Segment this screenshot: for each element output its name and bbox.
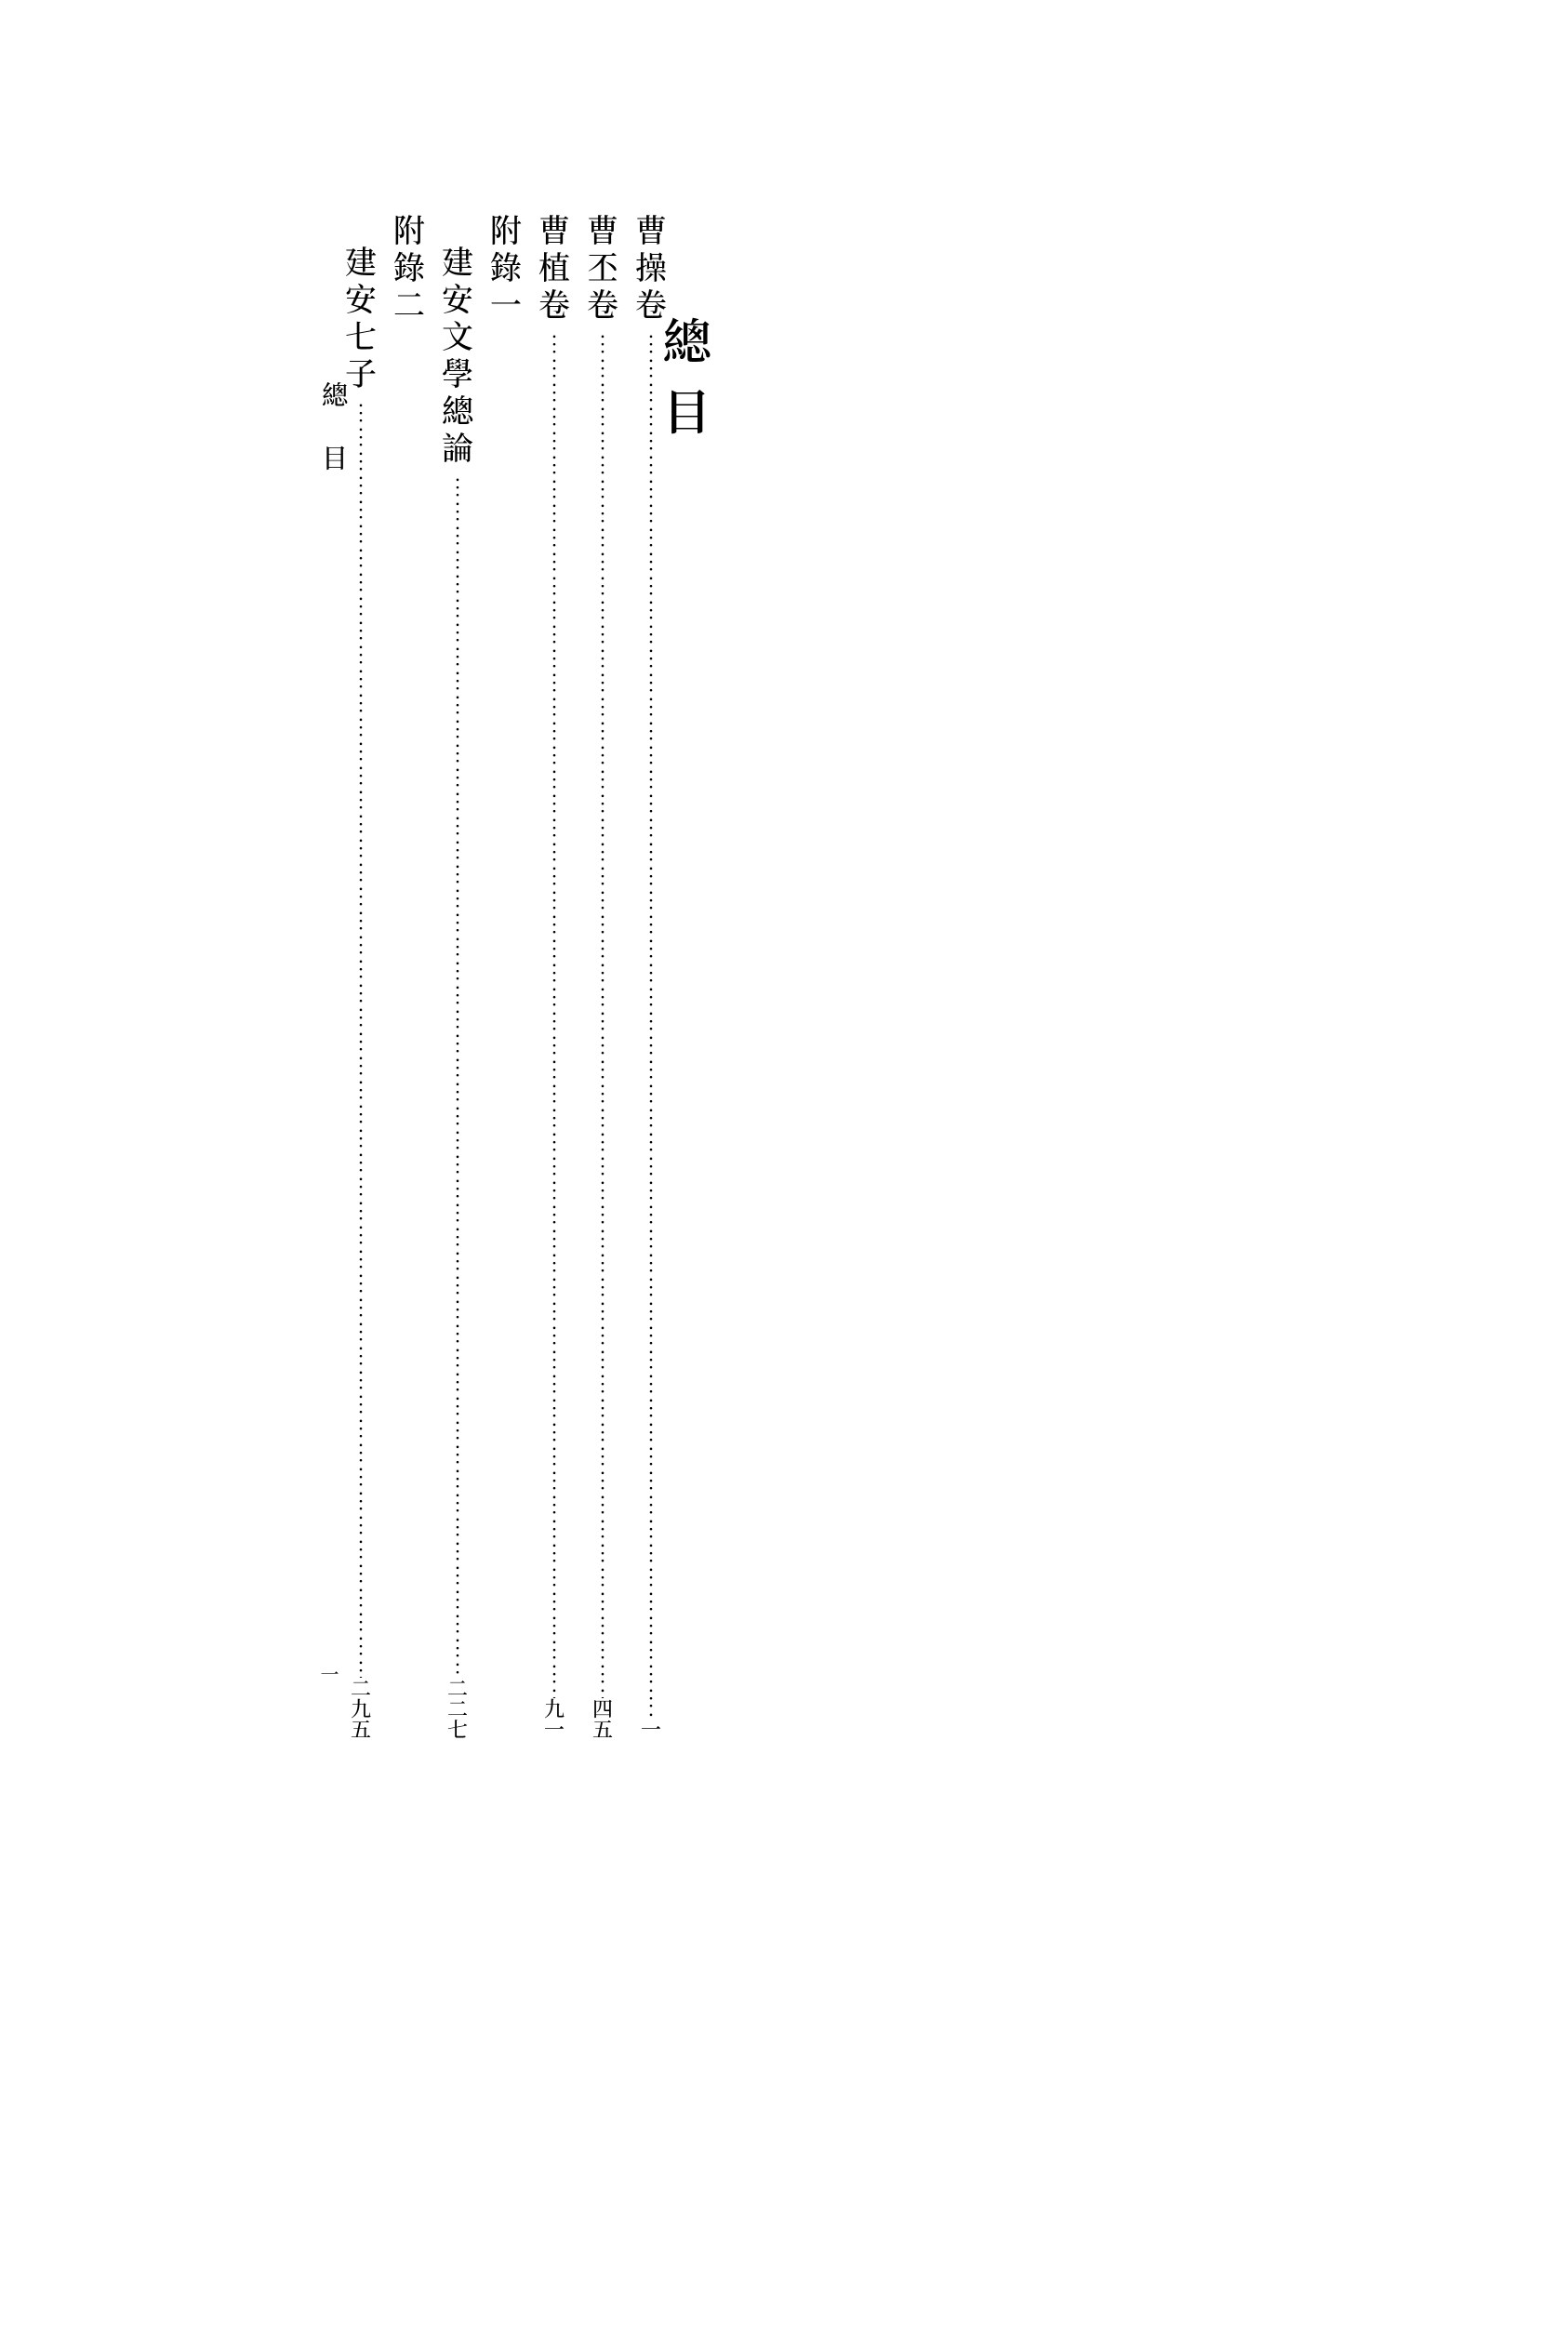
toc-entry-label: 曹植卷 <box>532 214 578 326</box>
toc-entry-page: 一 <box>637 1719 666 1739</box>
toc-section-header: 附錄一 <box>484 214 529 1739</box>
toc-leader: ︙︙︙︙︙︙︙︙︙︙︙︙︙︙︙︙︙︙︙︙︙︙︙︙︙︙︙︙︙︙︙︙︙︙︙︙︙︙︙︙… <box>442 469 474 1678</box>
toc-entry-page: 四五 <box>589 1698 618 1739</box>
toc-entry-page: 二九五 <box>347 1678 376 1739</box>
toc-leader: ︙︙︙︙︙︙︙︙︙︙︙︙︙︙︙︙︙︙︙︙︙︙︙︙︙︙︙︙︙︙︙︙︙︙︙︙︙︙︙︙… <box>345 394 378 1678</box>
toc-section-header: 附錄二 <box>387 214 432 1739</box>
toc-leader: ︙︙︙︙︙︙︙︙︙︙︙︙︙︙︙︙︙︙︙︙︙︙︙︙︙︙︙︙︙︙︙︙︙︙︙︙︙︙︙︙… <box>538 326 571 1698</box>
toc-entry: 曹操卷 ︙︙︙︙︙︙︙︙︙︙︙︙︙︙︙︙︙︙︙︙︙︙︙︙︙︙︙︙︙︙︙︙︙︙︙︙… <box>629 214 674 1739</box>
toc-entry-page: 九一 <box>540 1698 569 1739</box>
toc-section-label: 附錄二 <box>387 214 432 326</box>
toc-entry: 曹植卷 ︙︙︙︙︙︙︙︙︙︙︙︙︙︙︙︙︙︙︙︙︙︙︙︙︙︙︙︙︙︙︙︙︙︙︙︙… <box>532 214 578 1739</box>
toc-entry-label: 建安七子 <box>339 246 384 394</box>
toc-entry-label: 曹丕卷 <box>580 214 626 326</box>
toc-entry-label: 建安文學總論 <box>435 246 481 469</box>
toc-leader: ︙︙︙︙︙︙︙︙︙︙︙︙︙︙︙︙︙︙︙︙︙︙︙︙︙︙︙︙︙︙︙︙︙︙︙︙︙︙︙︙… <box>587 326 619 1698</box>
toc-entry: 曹丕卷 ︙︙︙︙︙︙︙︙︙︙︙︙︙︙︙︙︙︙︙︙︙︙︙︙︙︙︙︙︙︙︙︙︙︙︙︙… <box>580 214 626 1739</box>
page-number: 一 <box>316 1665 343 1683</box>
toc-container: 曹操卷 ︙︙︙︙︙︙︙︙︙︙︙︙︙︙︙︙︙︙︙︙︙︙︙︙︙︙︙︙︙︙︙︙︙︙︙︙… <box>337 214 675 1739</box>
toc-entry-page: 二二七 <box>444 1678 472 1739</box>
toc-entry: 建安文學總論 ︙︙︙︙︙︙︙︙︙︙︙︙︙︙︙︙︙︙︙︙︙︙︙︙︙︙︙︙︙︙︙︙︙… <box>435 214 481 1739</box>
toc-section-label: 附錄一 <box>484 214 529 326</box>
toc-leader: ︙︙︙︙︙︙︙︙︙︙︙︙︙︙︙︙︙︙︙︙︙︙︙︙︙︙︙︙︙︙︙︙︙︙︙︙︙︙︙︙… <box>635 326 668 1719</box>
side-running-title: 總目 <box>316 381 353 508</box>
toc-entry-label: 曹操卷 <box>629 214 674 326</box>
